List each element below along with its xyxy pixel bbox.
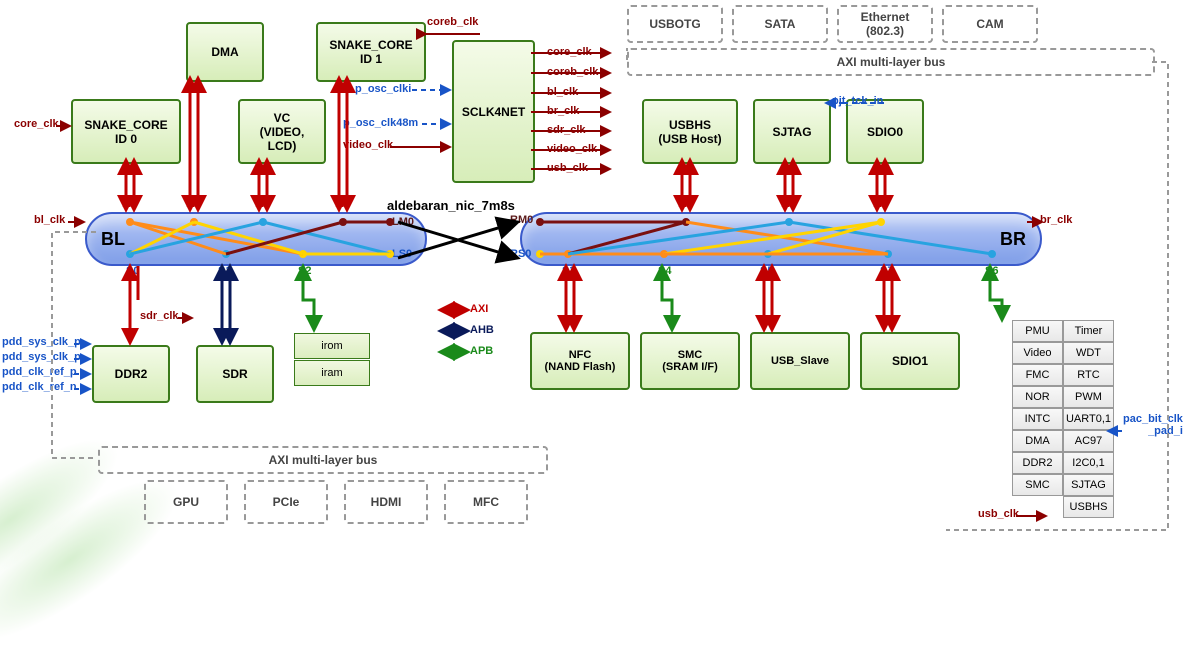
port-bl-s0: S0 [126, 265, 139, 277]
block-usbslave: USB_Slave [750, 332, 850, 390]
clk-pdd-0: pdd_sys_clk_p [2, 336, 81, 348]
port-br-s5: S5 [760, 265, 773, 277]
block-ddr2: DDR2 [92, 345, 170, 403]
dashed-axi-bottom: AXI multi-layer bus [98, 446, 548, 474]
grid-ddr2: DDR2 [1012, 452, 1063, 474]
dashed-eth: Ethernet (802.3) [837, 5, 933, 43]
clk-bl_clk: bl_clk [34, 214, 65, 226]
grid-uart01: UART0,1 [1063, 408, 1114, 430]
grid-pwm: PWM [1063, 386, 1114, 408]
grid-dma: DMA [1012, 430, 1063, 452]
grid-nor: NOR [1012, 386, 1063, 408]
clk-pjt_tck_in: pjt_tck_in [832, 95, 883, 107]
dashed-cam: CAM [942, 5, 1038, 43]
port-bl-m0: M0 [122, 198, 137, 210]
port-br-s7: S7 [880, 265, 893, 277]
clk-p_osc_clki: p_osc_clki [355, 83, 411, 95]
legend-ahb: AHB [470, 324, 494, 336]
clk-coreb_clk-top: coreb_clk [427, 16, 478, 28]
grid-video: Video [1012, 342, 1063, 364]
block-smc: SMC (SRAM I/F) [640, 332, 740, 390]
block-sdr: SDR [196, 345, 274, 403]
dashed-mfc: MFC [444, 480, 528, 524]
port-bl-m1: M1 [186, 198, 201, 210]
block-sclk4net: SCLK4NET [452, 40, 535, 183]
grid-wdt: WDT [1063, 342, 1114, 364]
port-br-s6: S6 [985, 265, 998, 277]
grid-usbhs: USBHS [1063, 496, 1114, 518]
clk-sclk-video: video_clk [547, 143, 597, 155]
block-nfc: NFC (NAND Flash) [530, 332, 630, 390]
block-snake-core-0: SNAKE_CORE ID 0 [71, 99, 181, 164]
grid-intc: INTC [1012, 408, 1063, 430]
clk-pdd-1: pdd_sys_clk_p [2, 351, 81, 363]
clk-sclk-br: br_clk [547, 105, 579, 117]
port-br-m3: M3 [678, 198, 693, 210]
clk-pdd-2: pdd_clk_ref_p [2, 366, 77, 378]
grid-rtc: RTC [1063, 364, 1114, 386]
dashed-gpu: GPU [144, 480, 228, 524]
port-bl-s2: S2 [298, 265, 311, 277]
bus-bl: BL [85, 212, 427, 266]
clk-usb_clk-bottom: usb_clk [978, 508, 1019, 520]
port-br-s4: S4 [658, 265, 671, 277]
clk-p_osc_clk48m: p_osc_clk48m [343, 117, 418, 129]
clk-sdr_clk: sdr_clk [140, 310, 179, 322]
legend-axi: AXI [470, 303, 488, 315]
port-br-rm0: RM0 [510, 214, 533, 226]
legend-apb: APB [470, 345, 493, 357]
clk-sclk-core: core_clk [547, 46, 592, 58]
grid-sjtag: SJTAG [1063, 474, 1114, 496]
dashed-hdmi: HDMI [344, 480, 428, 524]
grid-i2c01: I2C0,1 [1063, 452, 1114, 474]
clk-sclk-sdr: sdr_clk [547, 124, 586, 136]
block-sjtag: SJTAG [753, 99, 831, 164]
clk-br_clk: br_clk [1040, 214, 1072, 226]
clk-pdd-3: pdd_clk_ref_n [2, 381, 77, 393]
port-br-rs0: RS0 [510, 248, 531, 260]
dashed-usbotg: USBOTG [627, 5, 723, 43]
port-bl-lm0: LM0 [392, 216, 414, 228]
block-snake-core-1: SNAKE_CORE ID 1 [316, 22, 426, 82]
clk-sclk-usb: usb_clk [547, 162, 588, 174]
block-usbhs: USBHS (USB Host) [642, 99, 738, 164]
block-vc: VC (VIDEO, LCD) [238, 99, 326, 164]
grid-pmu: PMU [1012, 320, 1063, 342]
block-irom: irom [294, 333, 370, 359]
bus-br: BR [520, 212, 1042, 266]
port-bl-m2: M2 [255, 198, 270, 210]
grid-fmc: FMC [1012, 364, 1063, 386]
dashed-axi-top: AXI multi-layer bus [627, 48, 1155, 76]
grid-timer: Timer [1063, 320, 1114, 342]
block-sdio0: SDIO0 [846, 99, 924, 164]
port-br-m5: M5 [873, 198, 888, 210]
block-iram: iram [294, 360, 370, 386]
port-bl-ls0: LS0 [392, 248, 412, 260]
clk-video_clk: video_clk [343, 139, 393, 151]
clk-sclk-coreb: coreb_clk [547, 66, 598, 78]
dashed-pcie: PCIe [244, 480, 328, 524]
grid-ac97: AC97 [1063, 430, 1114, 452]
port-br-m4: M4 [781, 198, 796, 210]
dashed-sata: SATA [732, 5, 828, 43]
clk-sclk-bl: bl_clk [547, 86, 578, 98]
block-dma: DMA [186, 22, 264, 82]
clk-core_clk-left: core_clk [14, 118, 59, 130]
block-sdio1: SDIO1 [860, 332, 960, 390]
grid-smc: SMC [1012, 474, 1063, 496]
port-bl-s1: S1 [218, 265, 231, 277]
port-bl-m3: M3 [335, 198, 350, 210]
clk-pac-bit: pac_bit_clk _pad_i [1123, 413, 1183, 437]
port-br-s3: S3 [562, 265, 575, 277]
center-label: aldebaran_nic_7m8s [387, 198, 515, 213]
